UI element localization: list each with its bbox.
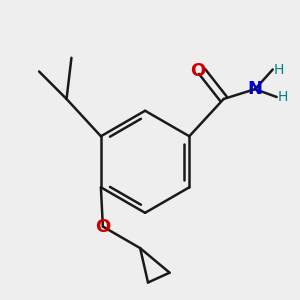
Text: H: H	[273, 62, 284, 76]
Text: O: O	[190, 62, 206, 80]
Text: N: N	[248, 80, 262, 98]
Text: H: H	[277, 90, 288, 104]
Text: O: O	[95, 218, 110, 236]
